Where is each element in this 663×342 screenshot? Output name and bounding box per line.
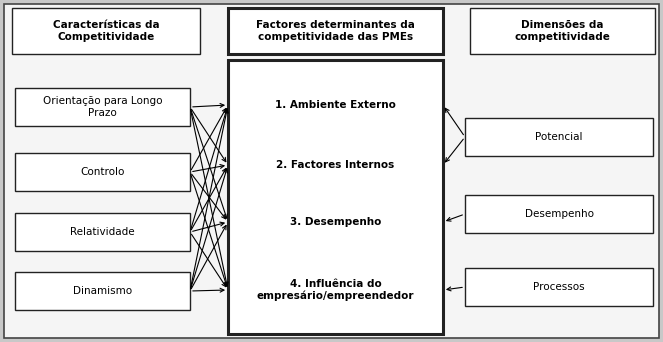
Text: Factores determinantes da
competitividade das PMEs: Factores determinantes da competitividad… [256,20,415,42]
Bar [15,153,190,191]
Text: 4. Influência do
empresário/empreendedor: 4. Influência do empresário/empreendedor [257,279,414,301]
Bar [15,213,190,251]
Text: Processos: Processos [533,282,585,292]
Bar [465,195,653,233]
Bar [465,118,653,156]
Text: 1. Ambiente Externo: 1. Ambiente Externo [275,100,396,110]
Bar [15,272,190,310]
Text: 2. Factores Internos: 2. Factores Internos [276,160,394,170]
Text: Potencial: Potencial [535,132,583,142]
Text: Desempenho: Desempenho [524,209,593,219]
Bar [12,8,200,54]
Text: Relatividade: Relatividade [70,227,135,237]
Text: 3. Desempenho: 3. Desempenho [290,217,381,227]
Text: Características da
Competitividade: Características da Competitividade [52,20,159,42]
Bar [465,268,653,306]
Text: Dimensões da
competitividade: Dimensões da competitividade [514,20,611,42]
Bar [228,60,443,334]
Text: Orientação para Longo
Prazo: Orientação para Longo Prazo [42,96,162,118]
Bar [15,88,190,126]
Text: Controlo: Controlo [80,167,125,177]
Bar [228,8,443,54]
Bar [470,8,655,54]
Text: Dinamismo: Dinamismo [73,286,132,296]
